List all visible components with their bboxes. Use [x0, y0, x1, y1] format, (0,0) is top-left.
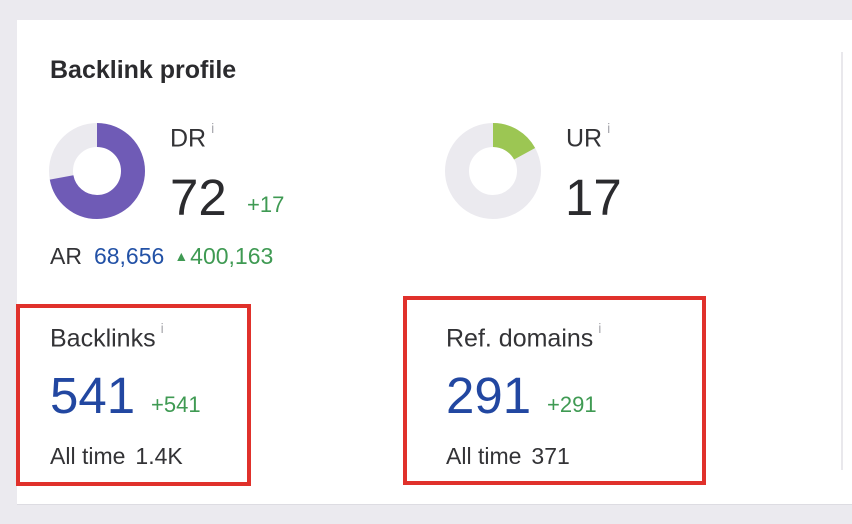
backlink-profile-card	[17, 20, 852, 505]
info-icon[interactable]: i	[211, 120, 215, 136]
backlinks-value[interactable]: 541	[50, 367, 136, 424]
backlinks-highlight-box	[16, 304, 251, 486]
info-icon[interactable]: i	[607, 120, 611, 136]
dr-value: 72	[170, 169, 227, 226]
backlinks-delta: +541	[151, 392, 201, 417]
info-icon[interactable]: i	[160, 320, 164, 336]
ur-label: UR i	[566, 120, 611, 153]
backlinks-all-time: All time 1.4K	[50, 443, 183, 469]
ar-value[interactable]: 68,656	[93, 243, 165, 269]
ar-delta: 400,163	[190, 243, 274, 269]
widget-title: Backlink profile	[50, 56, 237, 84]
ur-value: 17	[565, 169, 622, 226]
backlinks-label: Backlinks i	[50, 320, 164, 353]
info-icon[interactable]: i	[598, 320, 602, 336]
vertical-divider	[841, 52, 843, 470]
ar-row: AR 68,656 ▲400,163	[50, 243, 273, 270]
ref-domains-all-time: All time 371	[446, 443, 570, 469]
ref-domains-delta: +291	[547, 392, 597, 417]
ur-donut-chart	[445, 123, 541, 219]
ref-domains-label: Ref. domains i	[446, 320, 602, 353]
dr-label: DR i	[170, 120, 215, 153]
dr-delta: +17	[247, 192, 285, 217]
trend-up-icon: ▲	[174, 248, 189, 264]
ref-domains-highlight-box	[403, 296, 706, 485]
dr-donut-chart	[49, 123, 145, 219]
ref-domains-value[interactable]: 291	[446, 367, 532, 424]
ar-label: AR	[50, 243, 82, 269]
